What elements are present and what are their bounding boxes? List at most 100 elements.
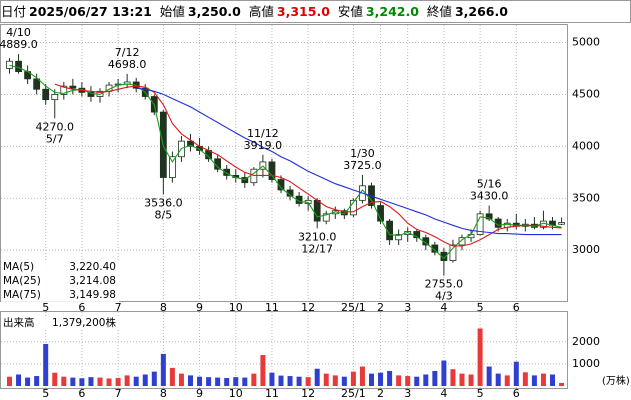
candle-body — [6, 60, 13, 69]
volume-bar — [25, 377, 31, 386]
volume-frame — [0, 311, 568, 389]
volume-bar — [124, 375, 130, 386]
volume-bar — [233, 377, 239, 386]
annotation-date: 12/17 — [301, 242, 333, 255]
volume-bar — [61, 376, 67, 386]
y-tick-label: 1000 — [572, 357, 600, 370]
candle-body — [87, 91, 95, 97]
x-tick-label: 2 — [377, 301, 384, 314]
x-tick-label: 25/1 — [341, 387, 366, 400]
x-tick-label: 5 — [42, 387, 49, 400]
header-value: 3,242.0 — [365, 4, 419, 19]
header-value: 3,266.0 — [454, 4, 508, 19]
x-tick-label: 10 — [229, 301, 243, 314]
legend-name: MA(75) — [3, 289, 41, 301]
annotation-value: 4698.0 — [108, 58, 147, 71]
ma-line — [54, 83, 562, 247]
volume-bar — [369, 373, 374, 386]
x-tick-label: 2 — [377, 387, 384, 400]
volume-legend-box — [1, 316, 119, 329]
x-tick-label: 4 — [440, 301, 447, 314]
candle-body — [431, 244, 439, 253]
x-tick-label: 9 — [196, 387, 203, 400]
volume-bar — [224, 378, 230, 386]
volume-bar — [450, 369, 456, 386]
volume-bar — [251, 373, 257, 386]
unit-label: (万株) — [602, 374, 630, 387]
volume-bar — [178, 373, 184, 386]
legend-value: 3,149.98 — [69, 289, 116, 301]
annotation-value: 2755.0 — [425, 278, 464, 291]
volume-bar — [305, 377, 311, 386]
header-value: 2025/06/27 13:21 — [29, 4, 152, 19]
x-tick-label: 7 — [115, 301, 122, 314]
candle-body — [449, 244, 457, 261]
volume-bar — [522, 372, 528, 386]
candle-body — [558, 222, 565, 225]
volume-bar — [43, 343, 49, 386]
x-tick-label: 25/1 — [341, 301, 366, 314]
header-label: 終値 — [426, 4, 452, 19]
volume-bar — [468, 374, 474, 386]
volume-bar — [341, 376, 347, 386]
volume-bar — [332, 375, 338, 386]
volume-bar — [97, 377, 103, 386]
annotation-value: 3725.0 — [343, 159, 382, 172]
ma-line — [136, 87, 562, 236]
candle-body — [33, 78, 41, 90]
volume-bar — [169, 367, 175, 386]
volume-bar — [188, 375, 193, 386]
annotation-date: 5/16 — [477, 178, 502, 191]
annotation-date: 4/3 — [435, 290, 453, 303]
volume-bar — [477, 328, 483, 386]
volume-bar — [160, 353, 166, 386]
price-frame — [0, 24, 568, 302]
volume-bar — [296, 376, 302, 386]
volume-bar — [350, 371, 356, 386]
candle-body — [168, 156, 176, 178]
volume-bar — [260, 355, 266, 386]
header-label: 高値 — [248, 4, 274, 19]
volume-value: 1,379,200株 — [52, 316, 116, 329]
volume-bar — [215, 377, 221, 386]
candle-body — [476, 213, 484, 235]
candle-body — [42, 88, 50, 101]
annotation-value: 3210.0 — [298, 230, 337, 243]
x-tick-label: 6 — [78, 387, 85, 400]
volume-bar — [278, 375, 284, 386]
header-value: 3,315.0 — [276, 4, 330, 19]
volume-bar — [396, 375, 402, 386]
x-tick-label: 4 — [440, 387, 447, 400]
candle-body — [223, 168, 231, 176]
volume-bar — [88, 377, 94, 386]
volume-bar — [559, 382, 565, 386]
volume-bar — [432, 370, 438, 386]
candle-body — [69, 85, 77, 89]
annotation-date: 8/5 — [154, 209, 172, 222]
volume-bar — [70, 377, 76, 386]
x-tick-label: 5 — [477, 301, 484, 314]
x-tick-label: 10 — [229, 387, 243, 400]
ma-line — [9, 64, 562, 260]
annotation-value: 3430.0 — [470, 190, 509, 203]
x-tick-label: 5 — [42, 301, 49, 314]
legend-name: MA(25) — [3, 275, 41, 287]
x-tick-label: 11 — [265, 301, 279, 314]
candle-body — [322, 213, 330, 222]
y-tick-label: 4000 — [572, 139, 600, 152]
header: 日付 2025/06/27 13:21 始値 3,250.0 高値 3,315.0 安値 3,… — [0, 0, 631, 23]
candle-body — [277, 179, 285, 191]
volume-bar — [405, 376, 411, 386]
volume-bar — [540, 373, 546, 386]
volume-bar — [459, 373, 465, 386]
volume-bar — [550, 374, 555, 386]
x-tick-label: 5 — [477, 387, 484, 400]
volume-bar — [323, 373, 329, 386]
x-tick-label: 3 — [404, 301, 411, 314]
legend-value: 3,220.40 — [69, 261, 116, 273]
header-value: 3,250.0 — [187, 4, 241, 19]
candle-body — [60, 85, 68, 95]
annotation-date: 7/12 — [115, 46, 140, 59]
legend-box — [1, 260, 119, 274]
